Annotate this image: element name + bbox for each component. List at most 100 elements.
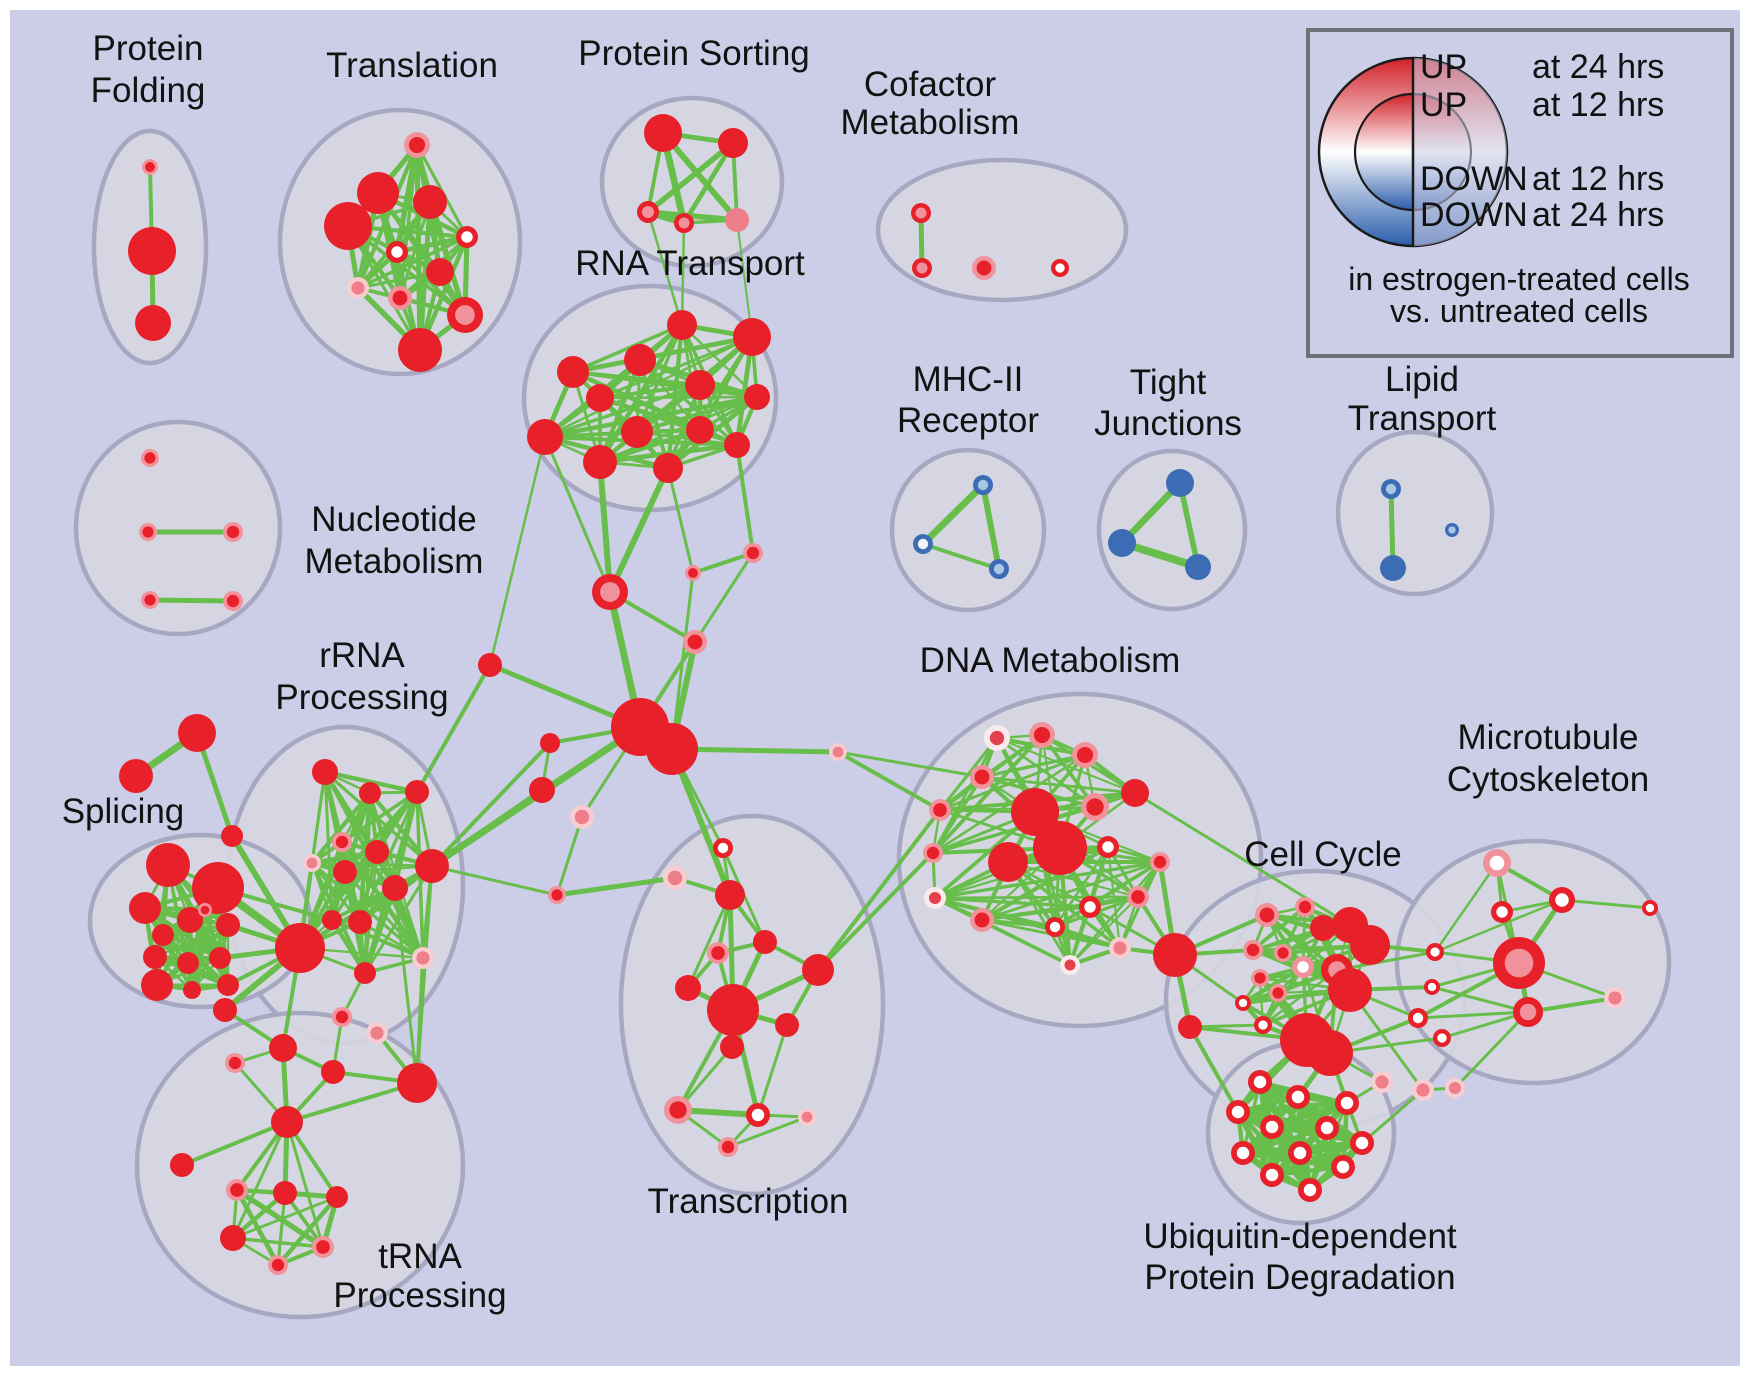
network-node (269, 1034, 297, 1062)
network-edge (980, 918, 1072, 967)
network-edge (686, 893, 732, 990)
node-inner-core (1254, 972, 1266, 984)
node-outer-ring (220, 1225, 246, 1251)
node-outer-ring (312, 759, 338, 785)
node-inner-core (1265, 1120, 1279, 1134)
network-edge (598, 335, 754, 400)
node-inner-core (1265, 1168, 1279, 1182)
network-node (911, 203, 931, 223)
network-node (1315, 1116, 1339, 1140)
network-node (415, 849, 449, 883)
network-node (1286, 1085, 1310, 1109)
network-node (829, 743, 847, 761)
network-node (924, 887, 946, 909)
network-node (456, 226, 478, 248)
network-node (143, 945, 167, 969)
node-outer-ring (1011, 788, 1059, 836)
network-edge (980, 860, 1162, 922)
cluster-label-tj: Tight (1130, 363, 1207, 402)
node-inner-core (711, 946, 725, 960)
network-node (332, 1007, 352, 1027)
network-node (1072, 742, 1098, 768)
node-outer-ring (426, 258, 454, 286)
network-node (398, 328, 442, 372)
node-outer-ring (359, 782, 381, 804)
network-edge (735, 443, 755, 555)
network-edge (921, 542, 1001, 571)
node-inner-core (1385, 483, 1397, 495)
node-inner-core (915, 207, 927, 219)
network-node (674, 213, 694, 233)
network-node (912, 258, 932, 278)
network-node (624, 344, 656, 376)
cluster-label-mh: Receptor (897, 401, 1039, 440)
network-node (170, 1153, 194, 1177)
node-inner-core (228, 1056, 242, 1070)
network-node (1108, 529, 1136, 557)
network-node (152, 924, 174, 946)
node-outer-ring (527, 419, 563, 455)
network-node (348, 910, 372, 934)
network-edge (980, 753, 1087, 779)
network-node (1295, 897, 1315, 917)
network-node (1079, 896, 1101, 918)
cluster-label-ps: Protein Sorting (578, 34, 810, 73)
network-node (663, 866, 687, 890)
node-outer-ring (621, 416, 653, 448)
node-outer-ring (753, 930, 777, 954)
legend-time-label: at 24 hrs (1532, 196, 1664, 234)
network-edge (736, 219, 753, 338)
network-node (1231, 1141, 1255, 1165)
network-node (527, 419, 563, 455)
legend-direction-label: UP (1420, 48, 1467, 86)
network-node (1081, 793, 1109, 821)
network-edge (979, 844, 1111, 923)
network-node (129, 892, 161, 924)
legend-time-label: at 24 hrs (1532, 48, 1664, 86)
network-node (1412, 1079, 1434, 1101)
network-edge (393, 886, 419, 1085)
node-outer-ring (129, 892, 161, 924)
node-outer-ring (1328, 968, 1372, 1012)
node-inner-core (993, 563, 1005, 575)
network-node (332, 832, 352, 852)
node-outer-ring (413, 185, 447, 219)
node-inner-core (751, 1108, 765, 1122)
network-node (1408, 1008, 1428, 1028)
node-outer-ring (1153, 933, 1197, 977)
network-edge (669, 746, 733, 898)
node-inner-core (1231, 1105, 1245, 1119)
node-inner-core (1291, 1090, 1305, 1104)
network-node (753, 930, 777, 954)
network-edge (1360, 1088, 1425, 1145)
network-node (183, 981, 201, 999)
node-inner-core (335, 835, 349, 849)
network-node (1483, 849, 1511, 877)
node-outer-ring (397, 1063, 437, 1103)
network-node (217, 974, 239, 996)
node-outer-ring (183, 981, 201, 999)
node-inner-core (1236, 1146, 1250, 1160)
network-node (557, 356, 589, 388)
node-inner-core (1437, 1033, 1447, 1043)
network-edge (816, 851, 935, 972)
node-inner-core (1355, 1136, 1369, 1150)
network-node (141, 449, 159, 467)
cluster-label-rr: Processing (275, 678, 448, 717)
network-node (972, 256, 996, 280)
network-node (798, 1108, 816, 1126)
legend-direction-label: UP (1420, 86, 1467, 124)
network-node (1513, 997, 1543, 1027)
node-inner-core (392, 290, 408, 306)
node-inner-core (1064, 959, 1076, 971)
node-outer-ring (382, 875, 408, 901)
legend-direction-label: DOWN (1420, 196, 1528, 234)
node-inner-core (416, 951, 430, 965)
network-edge (309, 790, 373, 866)
cluster-label-lt: Lipid (1385, 360, 1459, 399)
node-outer-ring (273, 1181, 297, 1205)
network-node (713, 838, 733, 858)
network-node (119, 759, 153, 793)
node-inner-core (1259, 907, 1275, 923)
cluster-label-mt: Microtubule (1458, 718, 1639, 757)
